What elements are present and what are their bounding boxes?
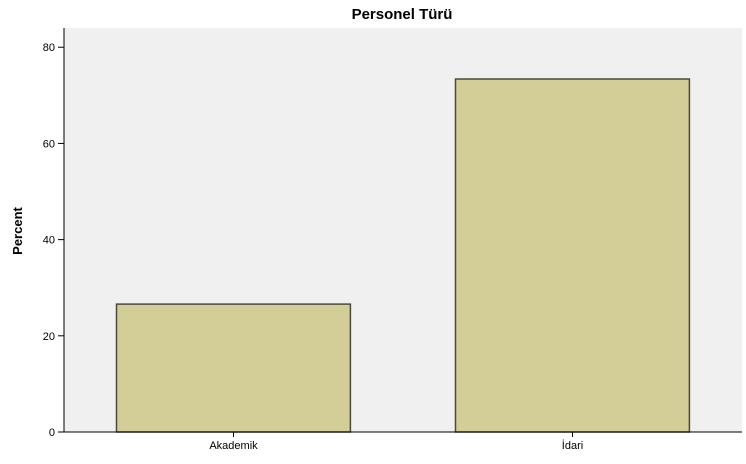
y-tick-label-5: 80 (43, 42, 55, 54)
bars-layer (115, 78, 691, 433)
y-tick-label-2: 20 (43, 331, 55, 343)
y-tick-label-1: 0 (49, 427, 55, 439)
chart-title: Personel Türü (352, 6, 453, 23)
y-tick-label-4: 60 (43, 138, 55, 150)
bar-1 (115, 303, 352, 433)
bar-2 (454, 78, 691, 433)
x-tick-label-2: İdari (562, 439, 583, 452)
y-tick-label-3: 40 (43, 235, 55, 247)
x-tick-label-1: Akademik (209, 440, 258, 452)
y-axis-label: Percent (10, 206, 25, 254)
axes-layer: Akademik İdari 0 20 40 60 80 (43, 28, 742, 452)
